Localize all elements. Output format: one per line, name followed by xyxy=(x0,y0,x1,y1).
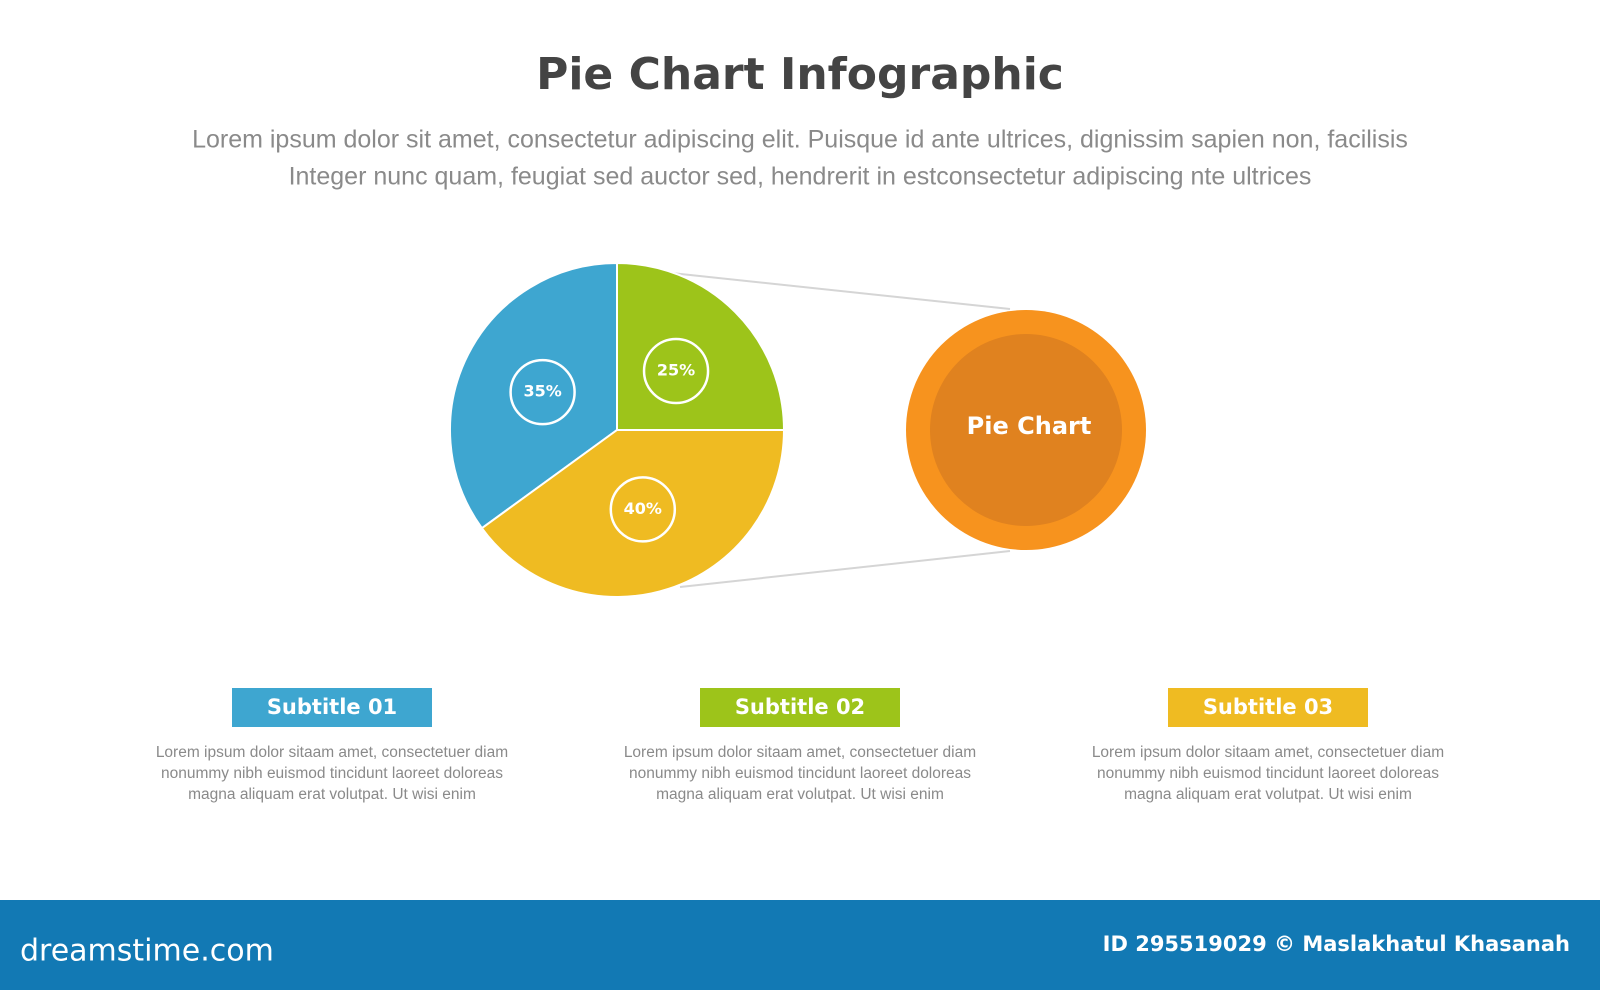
subtitle-box xyxy=(700,688,900,727)
subtitle-box xyxy=(1168,688,1368,727)
footer-site: dreamstime.com xyxy=(20,934,274,969)
caption-line: Lorem ipsum dolor sitaam amet, consectet… xyxy=(156,744,508,761)
pie: 35% 25% 40% xyxy=(449,261,786,598)
caption-line: nonummy nibh euismod tincidunt laoreet d… xyxy=(629,765,971,782)
value-label: 35% xyxy=(523,382,561,401)
footer-bar xyxy=(0,900,1600,990)
subtitle-box xyxy=(232,688,432,727)
subtitle: Subtitle 02 xyxy=(735,695,865,719)
label-ring xyxy=(642,337,710,405)
caption-line: Lorem ipsum dolor sitaam amet, consectet… xyxy=(1092,744,1444,761)
subtitle-line: Lorem ipsum dolor sit amet, consectetur … xyxy=(192,126,1408,154)
caption-line: nonummy nibh euismod tincidunt laoreet d… xyxy=(1097,765,1439,782)
connector-line xyxy=(679,550,1011,588)
pie-slice xyxy=(449,261,618,530)
caption-line: Lorem ipsum dolor sitaam amet, consectet… xyxy=(624,744,976,761)
subtitle: Subtitle 01 xyxy=(267,695,397,719)
value-label: 25% xyxy=(657,360,695,379)
subtitle: Subtitle 03 xyxy=(1203,695,1333,719)
pie-slice xyxy=(616,261,786,431)
callout-label: Pie Chart xyxy=(967,412,1092,440)
caption-line: magna aliquam erat volutpat. Ut wisi eni… xyxy=(656,786,944,803)
footer-credit: ID 295519029 © Maslakhatul Khasanah xyxy=(1103,932,1570,956)
callout-inner xyxy=(930,334,1122,526)
title: Pie Chart Infographic xyxy=(536,49,1064,100)
caption-line: magna aliquam erat volutpat. Ut wisi eni… xyxy=(1124,786,1412,803)
pie-slice xyxy=(480,429,786,598)
caption-line: magna aliquam erat volutpat. Ut wisi eni… xyxy=(188,786,476,803)
label-ring xyxy=(609,476,677,543)
connector-line xyxy=(661,271,1011,310)
label-ring xyxy=(509,358,576,426)
subtitle-cards: Subtitle 01 Lorem ipsum dolor sitaam amet… xyxy=(156,688,1444,803)
subtitle-line: Integer nunc quam, feugiat sed auctor se… xyxy=(289,163,1312,191)
caption-line: nonummy nibh euismod tincidunt laoreet d… xyxy=(161,765,503,782)
value-label: 40% xyxy=(624,499,662,518)
